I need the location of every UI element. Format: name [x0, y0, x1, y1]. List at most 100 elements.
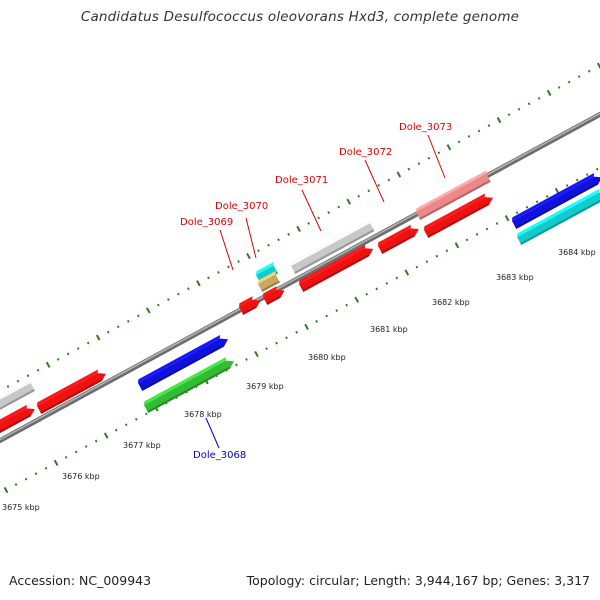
- scale-label: 3681 kbp: [370, 325, 408, 334]
- outer-scale-tick: [307, 222, 310, 225]
- map-title: Candidatus Desulfococcus oleovorans Hxd3…: [80, 9, 520, 25]
- gene-red-d-body: [263, 289, 285, 305]
- outer-scale-tick: [587, 69, 591, 73]
- outer-scale-tick: [377, 183, 381, 187]
- gene-red-e-top-face: [299, 244, 366, 284]
- inner-scale-tick: [64, 455, 68, 459]
- inner-scale-tick: [525, 205, 529, 209]
- outer-scale-tick: [145, 307, 151, 314]
- gene-label: Dole_3073: [399, 122, 452, 133]
- outer-scale-tick: [407, 167, 411, 171]
- backbone-line: [0, 111, 600, 444]
- inner-scale-tick: [114, 428, 118, 432]
- outer-scale-tick: [446, 144, 452, 151]
- gene-tan-a-body: [258, 274, 280, 292]
- gene-red-a-top-face: [0, 404, 27, 426]
- scale-label: 3675 kbp: [2, 503, 40, 512]
- outer-scale-tick: [496, 116, 502, 124]
- outer-scale-tick: [367, 189, 371, 193]
- outer-scale-tick: [207, 276, 210, 280]
- gene-grey-a: [0, 379, 35, 412]
- gene-tan-a-top-face: [258, 270, 276, 284]
- outer-scale-tick: [337, 205, 341, 209]
- gene-red-b-body: [37, 373, 106, 414]
- gene-red-a-body: [0, 408, 35, 434]
- gene-red-e-shade: [302, 254, 370, 292]
- gene-blue-a-body: [138, 338, 229, 391]
- outer-scale-tick: [116, 325, 120, 329]
- backbone-highlight: [0, 112, 600, 441]
- gene-red-f-top-face: [378, 224, 411, 246]
- outer-scale-tick: [507, 113, 511, 117]
- gene-pink-a-shade: [419, 179, 491, 220]
- inner-scale-tick: [495, 222, 499, 225]
- callout-line: [301, 189, 322, 232]
- outer-scale-tick: [296, 225, 301, 232]
- inner-scale-tick: [354, 296, 360, 303]
- gene-blue-a-top-face: [138, 335, 221, 383]
- outer-scale-tick: [95, 334, 101, 341]
- inner-scale-tick: [425, 260, 429, 264]
- outer-scale-tick: [136, 314, 140, 318]
- outer-scale-tick: [217, 270, 220, 274]
- outer-scale-tick: [596, 62, 600, 69]
- gene-cyan-b-body: [517, 192, 600, 245]
- gene-label: Dole_3068: [193, 450, 246, 461]
- outer-scale-tick: [327, 211, 330, 214]
- gene-red-g-body: [424, 197, 493, 238]
- gene-label: Dole_3069: [180, 217, 233, 228]
- accession-text: Accession: NC_009943: [9, 573, 152, 588]
- outer-scale-tick: [357, 194, 361, 198]
- inner-scale-tick: [335, 309, 338, 312]
- scale-label: 3679 kbp: [246, 382, 284, 391]
- gene-red-b: [37, 369, 106, 414]
- gene-pink-a: [416, 170, 491, 220]
- gene-red-a: [0, 404, 35, 434]
- inner-scale-tick: [285, 336, 288, 340]
- inner-scale-tick: [435, 254, 439, 258]
- inner-scale-tick: [565, 184, 569, 187]
- outer-scale-tick: [517, 107, 521, 111]
- inner-scale-tick: [395, 276, 399, 280]
- outer-scale-tick: [126, 319, 130, 323]
- inner-scale-tick: [3, 486, 9, 494]
- inner-scale-tick: [44, 466, 48, 470]
- callout-line: [364, 159, 385, 203]
- inner-scale-tick: [94, 439, 98, 443]
- gene-red-f-shade: [381, 234, 415, 254]
- inner-scale-tick: [295, 330, 298, 334]
- gene-blue-b-shade: [515, 182, 599, 229]
- gene-green-a: [144, 357, 235, 413]
- inner-scale-tick: [415, 265, 419, 269]
- gene-red-c-top-face: [239, 296, 253, 307]
- outer-scale-tick: [567, 80, 571, 84]
- inner-scale-tick: [254, 350, 259, 358]
- inner-scale-tick: [475, 233, 479, 236]
- gene-red-f: [378, 224, 419, 254]
- gene-blue-b: [512, 173, 600, 229]
- genome-summary-text: Topology: circular; Length: 3,944,167 bp…: [246, 573, 590, 588]
- outer-scale-tick: [16, 379, 20, 383]
- outer-scale-tick: [467, 135, 471, 138]
- inner-scale-tick: [84, 445, 88, 448]
- inner-scale-tick: [485, 227, 489, 231]
- outer-scale-tick: [546, 89, 552, 97]
- gene-red-d-top-face: [263, 286, 277, 297]
- gene-red-g-top-face: [424, 193, 485, 230]
- scale-label: 3677 kbp: [123, 441, 161, 450]
- outer-scale-tick: [277, 238, 280, 242]
- outer-scale-tick: [537, 96, 541, 100]
- outer-scale-tick: [237, 260, 240, 263]
- outer-scale-tick: [487, 124, 491, 127]
- outer-scale-tick: [427, 156, 431, 160]
- outer-scale-tick: [317, 216, 320, 220]
- gene-label: Dole_3070: [215, 201, 268, 212]
- inner-scale-tick: [595, 167, 599, 171]
- inner-scale-tick: [535, 200, 539, 204]
- gene-cyan-b-top-face: [517, 189, 600, 237]
- gene-red-c: [239, 296, 261, 315]
- gene-cyan-a-top-face: [256, 261, 274, 275]
- inner-scale-tick: [515, 211, 519, 215]
- inner-scale-tick: [445, 249, 449, 253]
- scale-label: 3682 kbp: [432, 298, 470, 307]
